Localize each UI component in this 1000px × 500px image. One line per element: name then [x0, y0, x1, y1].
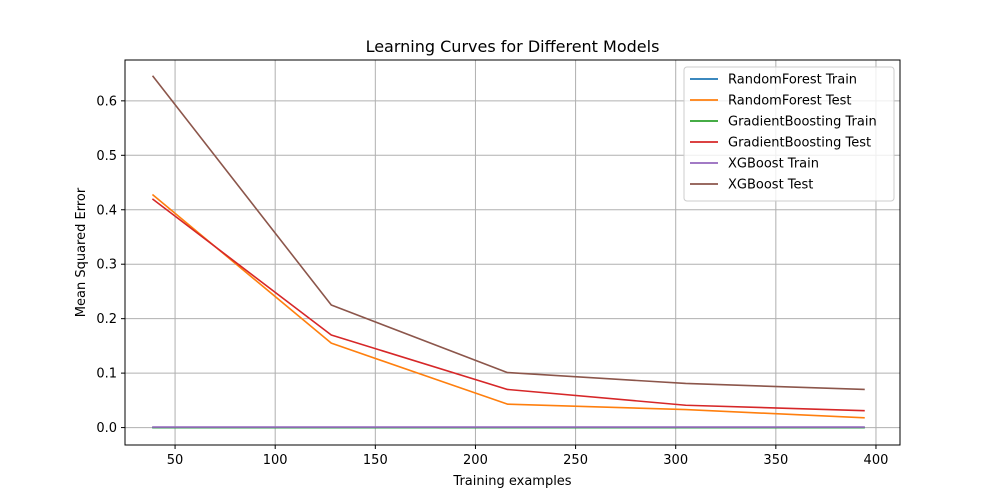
x-tick-label: 150: [363, 453, 388, 468]
y-tick-label: 0.4: [96, 203, 117, 218]
x-tick-label: 400: [864, 453, 889, 468]
series-line-randomforest-test: [151, 193, 865, 419]
y-tick-label: 0.6: [96, 94, 117, 109]
chart-title: Learning Curves for Different Models: [366, 37, 660, 56]
plot-frame: [124, 59, 901, 446]
y-tick-label: 0.3: [96, 258, 117, 273]
tick-layer: 50 100 150 200 250 300 350 400 0.0 0.1 0.2 0.3 0.4 0.…: [96, 94, 888, 468]
y-tick-label: 0.0: [96, 421, 117, 436]
legend-label: RandomForest Train: [728, 73, 857, 88]
legend-label: XGBoost Train: [728, 157, 819, 172]
series-layer: [151, 75, 865, 429]
x-axis-label: Training examples: [452, 474, 571, 489]
x-tick-label: 50: [167, 453, 184, 468]
legend-label: RandomForest Test: [728, 94, 851, 109]
y-axis-label: Mean Squared Error: [74, 187, 89, 317]
x-tick-label: 350: [763, 453, 788, 468]
y-tick-label: 0.2: [96, 312, 117, 327]
legend: RandomForest Train RandomForest Test Gradi…: [683, 66, 895, 202]
series-line-xgboost-test: [151, 75, 865, 391]
x-tick-label: 300: [663, 453, 688, 468]
series-line-gradientboosting-test: [151, 198, 865, 412]
legend-label: XGBoost Test: [728, 178, 813, 193]
y-tick-label: 0.5: [96, 149, 117, 164]
legend-label: GradientBoosting Test: [728, 136, 871, 151]
legend-label: GradientBoosting Train: [728, 115, 877, 130]
x-tick-label: 200: [463, 453, 488, 468]
y-tick-label: 0.1: [96, 367, 117, 382]
x-tick-label: 100: [263, 453, 288, 468]
x-tick-label: 250: [563, 453, 588, 468]
legend-box: [683, 66, 895, 202]
